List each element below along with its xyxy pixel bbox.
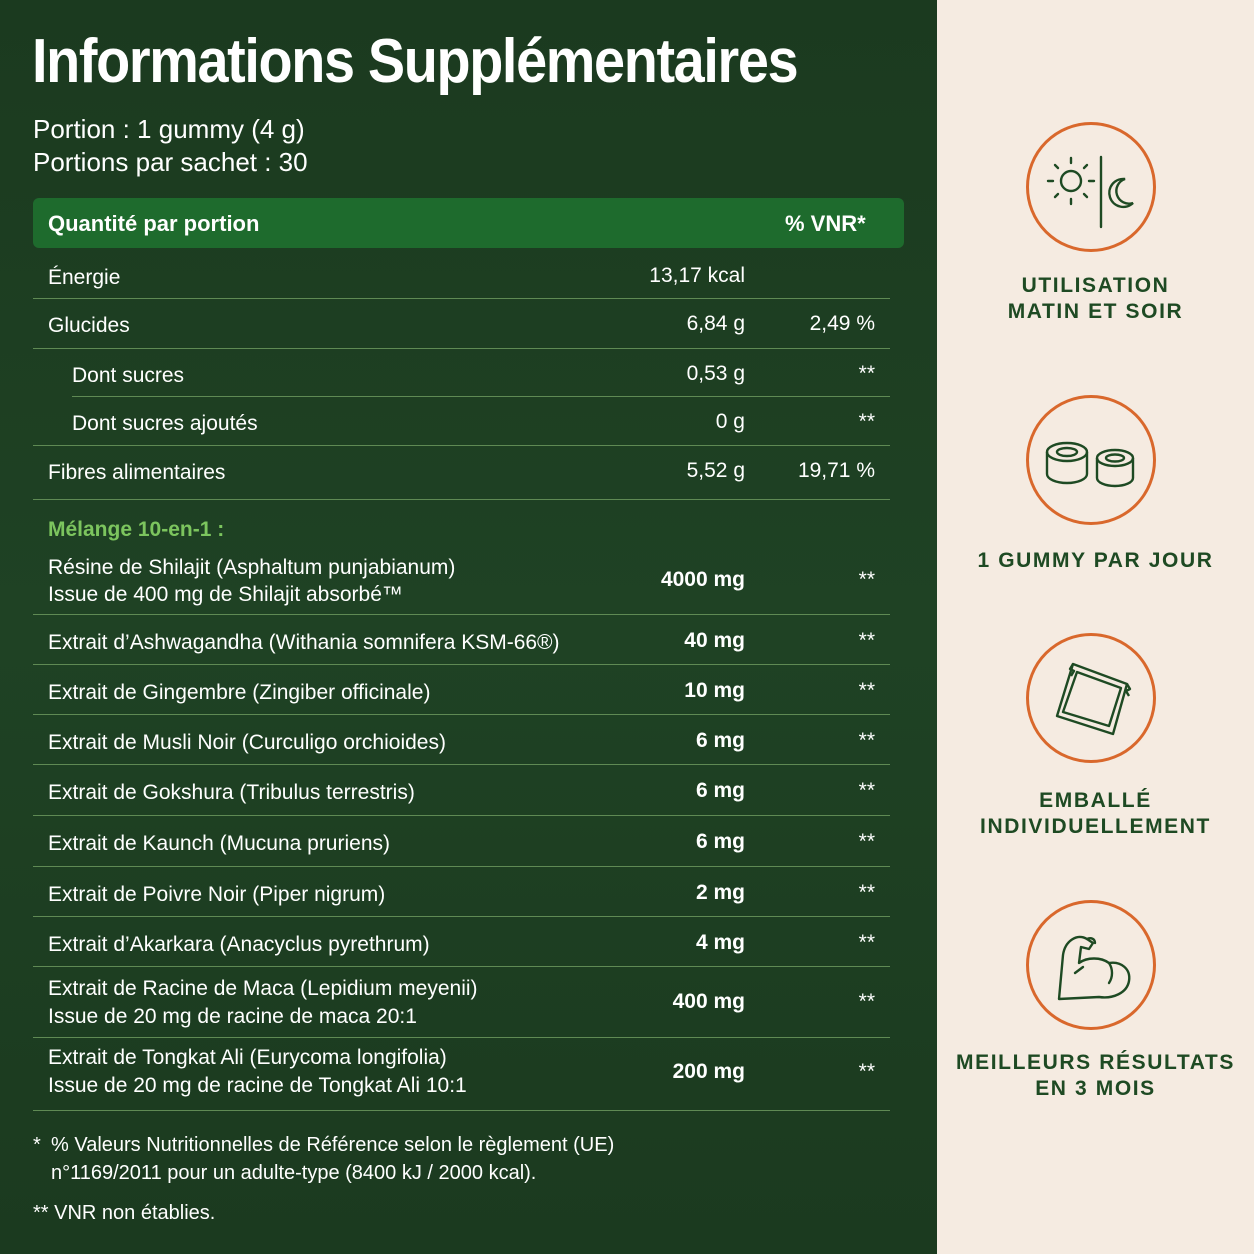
ingredient-qty: 2 mg: [695, 881, 745, 904]
nutrient-vnr: **: [858, 410, 875, 433]
nutrient-name: Fibres alimentaires: [48, 461, 226, 484]
ingredient-qty: 6 mg: [695, 830, 745, 853]
ingredient-sub: Issue de 20 mg de racine de Tongkat Ali …: [48, 1074, 467, 1097]
ingredient-name: Extrait de Gokshura (Tribulus terrestris…: [48, 781, 415, 804]
nutrient-vnr: **: [858, 362, 875, 385]
nutrient-name: Dont sucres ajoutés: [72, 412, 258, 435]
feature-label-results: MEILLEURS RÉSULTATS EN 3 MOIS: [937, 1050, 1254, 1102]
nutrient-name: Énergie: [48, 266, 121, 289]
flexed-arm-icon: [1026, 900, 1156, 1030]
feature-label-line: EN 3 MOIS: [1035, 1077, 1156, 1100]
sun-moon-icon: [1026, 122, 1156, 252]
header-quantity: Quantité par portion: [48, 211, 260, 236]
servings-per-pack: Portions par sachet : 30: [33, 147, 308, 177]
ingredient-name: Extrait de Kaunch (Mucuna pruriens): [48, 832, 390, 855]
feature-label-packaging: EMBALLÉ INDIVIDUELLEMENT: [937, 788, 1254, 840]
nutrient-qty: 5,52 g: [686, 459, 745, 482]
ingredient-qty: 6 mg: [695, 779, 745, 802]
features-panel: UTILISATION MATIN ET SOIR 1 GUMMY PAR JO…: [937, 0, 1254, 1254]
divider: [33, 664, 890, 665]
ingredient-vnr: **: [858, 830, 875, 853]
ingredient-sub: Issue de 20 mg de racine de maca 20:1: [48, 1005, 417, 1028]
ingredient-sub: Issue de 400 mg de Shilajit absorbé™: [48, 583, 403, 606]
divider: [33, 764, 890, 765]
nutrient-name: Dont sucres: [72, 364, 185, 387]
feature-label-line: 1 GUMMY PAR JOUR: [977, 549, 1214, 572]
divider: [72, 396, 890, 397]
nutrient-qty: 13,17 kcal: [649, 264, 745, 287]
footnote-double-star: ** VNR non établies.: [33, 1202, 216, 1224]
sachet-icon: [1026, 633, 1156, 763]
ingredient-name: Résine de Shilajit (Asphaltum punjabianu…: [48, 556, 456, 579]
ingredient-qty: 4 mg: [695, 931, 745, 954]
ingredient-qty: 40 mg: [684, 629, 745, 652]
ingredient-name: Extrait d’Akarkara (Anacyclus pyrethrum): [48, 933, 430, 956]
nutrient-qty: 6,84 g: [686, 312, 745, 335]
divider: [33, 714, 890, 715]
feature-label-line: EMBALLÉ: [1039, 789, 1152, 812]
divider: [33, 1037, 890, 1038]
ingredient-qty: 6 mg: [695, 729, 745, 752]
ingredient-name: Extrait de Tongkat Ali (Eurycoma longifo…: [48, 1046, 447, 1069]
nutrient-qty: 0,53 g: [686, 362, 745, 385]
divider: [33, 966, 890, 967]
divider: [33, 298, 890, 299]
ingredient-vnr: **: [858, 990, 875, 1013]
ingredient-name: Extrait de Musli Noir (Curculigo orchioi…: [48, 731, 446, 754]
divider: [33, 1110, 890, 1111]
ingredient-qty: 4000 mg: [660, 568, 745, 591]
ingredient-qty: 400 mg: [672, 990, 745, 1013]
ingredient-name: Extrait de Poivre Noir (Piper nigrum): [48, 883, 386, 906]
nutrition-panel: Informations Supplémentaires Portion : 1…: [0, 0, 937, 1254]
ingredient-vnr: **: [858, 931, 875, 954]
divider: [33, 499, 890, 500]
ingredient-name: Extrait de Racine de Maca (Lepidium meye…: [48, 977, 478, 1000]
serving-size: Portion : 1 gummy (4 g): [33, 114, 305, 144]
divider: [33, 445, 890, 446]
ingredient-vnr: **: [858, 779, 875, 802]
ingredient-qty: 10 mg: [684, 679, 745, 702]
table-header: Quantité par portion % VNR*: [33, 198, 904, 248]
feature-label-line: UTILISATION: [1021, 274, 1170, 297]
footnote-vnr-line1: % Valeurs Nutritionnelles de Référence s…: [51, 1134, 615, 1156]
ingredient-qty: 200 mg: [672, 1060, 745, 1083]
page-title: Informations Supplémentaires: [32, 27, 799, 96]
divider: [33, 866, 890, 867]
feature-label-line: MEILLEURS RÉSULTATS: [956, 1051, 1235, 1074]
feature-label-usage: UTILISATION MATIN ET SOIR: [937, 273, 1254, 325]
feature-label-line: MATIN ET SOIR: [1007, 300, 1184, 323]
divider: [33, 348, 890, 349]
nutrient-vnr: 2,49 %: [809, 312, 875, 335]
divider: [33, 916, 890, 917]
feature-label-line: INDIVIDUELLEMENT: [980, 815, 1211, 838]
ingredient-name: Extrait d’Ashwagandha (Withania somnifer…: [48, 631, 560, 654]
footnote-vnr-line2: n°1169/2011 pour un adulte-type (8400 kJ…: [51, 1162, 537, 1184]
gummy-icon: [1026, 395, 1156, 525]
blend-label: Mélange 10-en-1 :: [48, 518, 225, 541]
header-vnr: % VNR*: [785, 211, 866, 236]
ingredient-vnr: **: [858, 679, 875, 702]
footnote-star: *: [33, 1134, 41, 1156]
ingredient-vnr: **: [858, 881, 875, 904]
nutrient-vnr: 19,71 %: [797, 459, 875, 482]
ingredient-name: Extrait de Gingembre (Zingiber officinal…: [48, 681, 431, 704]
divider: [33, 614, 890, 615]
ingredient-vnr: **: [858, 1060, 875, 1083]
nutrient-qty: 0 g: [715, 410, 745, 433]
ingredient-vnr: **: [858, 629, 875, 652]
feature-label-dose: 1 GUMMY PAR JOUR: [937, 548, 1254, 574]
ingredient-vnr: **: [858, 568, 875, 591]
nutrient-name: Glucides: [48, 314, 130, 337]
ingredient-vnr: **: [858, 729, 875, 752]
divider: [33, 815, 890, 816]
